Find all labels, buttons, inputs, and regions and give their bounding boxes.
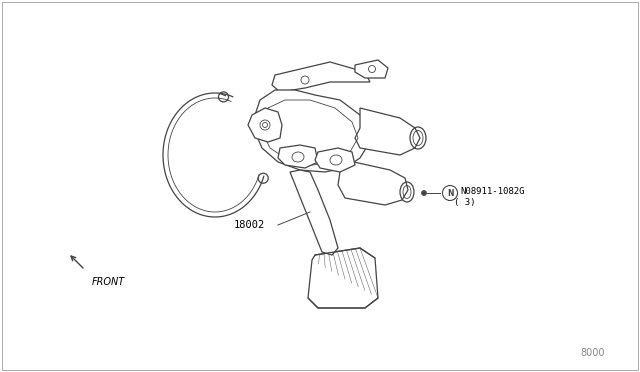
Text: N08911-1082G: N08911-1082G <box>460 186 525 196</box>
Polygon shape <box>338 160 408 205</box>
Polygon shape <box>290 170 338 255</box>
Polygon shape <box>278 145 318 168</box>
Polygon shape <box>272 62 370 92</box>
Polygon shape <box>355 108 420 155</box>
Text: 8000: 8000 <box>580 348 605 358</box>
Polygon shape <box>308 248 378 308</box>
Text: N: N <box>447 189 453 198</box>
Text: ( 3): ( 3) <box>454 199 476 208</box>
Polygon shape <box>248 108 282 142</box>
Circle shape <box>422 190 426 196</box>
Polygon shape <box>315 148 355 172</box>
Text: FRONT: FRONT <box>92 277 125 287</box>
Text: 18002: 18002 <box>234 220 265 230</box>
Polygon shape <box>355 60 388 78</box>
Polygon shape <box>255 90 370 172</box>
